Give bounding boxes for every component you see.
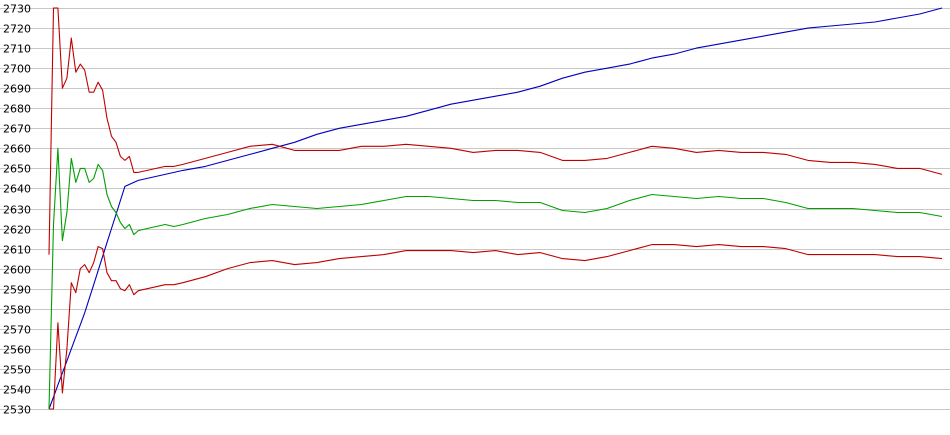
y-tick-label: 2690 xyxy=(3,83,31,96)
y-tick-label: 2630 xyxy=(3,204,31,217)
y-tick-label: 2570 xyxy=(3,324,31,337)
y-tick-label: 2590 xyxy=(3,284,31,297)
y-tick-label: 2720 xyxy=(3,23,31,36)
y-tick-label: 2710 xyxy=(3,43,31,56)
y-tick-label: 2700 xyxy=(3,63,31,76)
y-tick-label: 2640 xyxy=(3,183,31,196)
y-tick-label: 2610 xyxy=(3,244,31,257)
y-axis-ticks: 2530 2540 2550 2560 2570 2580 2590 2600 2610 2620… xyxy=(3,3,31,417)
y-tick-label: 2670 xyxy=(3,123,31,136)
series-line-2 xyxy=(49,244,943,410)
y-tick-label: 2730 xyxy=(3,3,31,16)
series-line-1 xyxy=(48,7,943,410)
y-tick-label: 2650 xyxy=(3,163,31,176)
y-tick-label: 2550 xyxy=(3,364,31,377)
series-line-3 xyxy=(48,147,943,410)
y-tick-label: 2530 xyxy=(3,404,31,417)
y-tick-label: 2540 xyxy=(3,384,31,397)
y-tick-label: 2620 xyxy=(3,224,31,237)
y-tick-label: 2600 xyxy=(3,264,31,277)
y-tick-label: 2560 xyxy=(3,344,31,357)
series-line-4 xyxy=(48,7,943,255)
y-tick-label: 2580 xyxy=(3,304,31,317)
grid xyxy=(0,8,950,410)
series-group xyxy=(48,7,943,410)
y-tick-label: 2660 xyxy=(3,143,31,156)
y-tick-label: 2680 xyxy=(3,103,31,116)
